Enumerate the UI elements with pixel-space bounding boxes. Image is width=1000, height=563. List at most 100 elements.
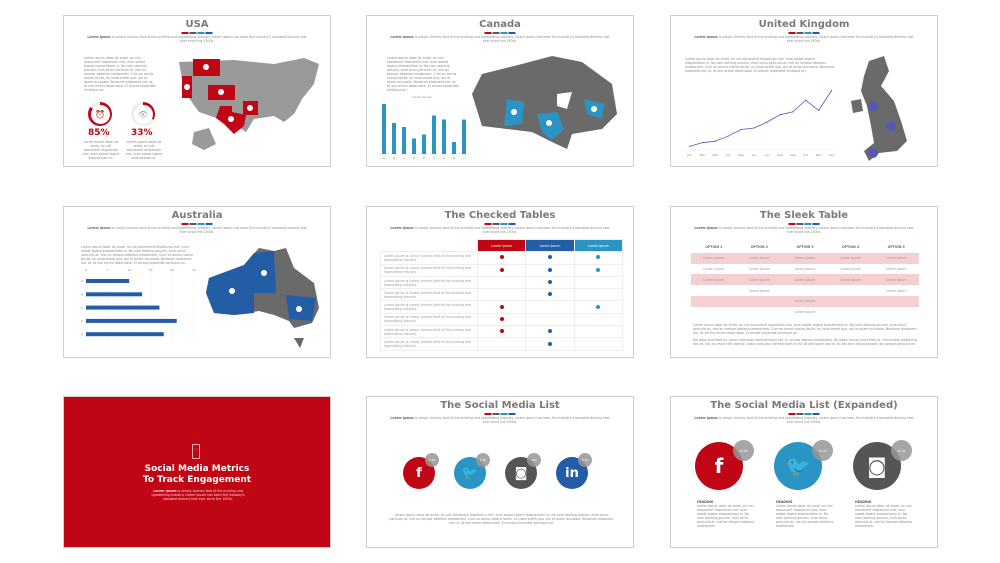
check-dot	[547, 267, 552, 272]
table-row: Lorem Ipsum is simply dummy text of the …	[380, 300, 624, 314]
x-tick-label: Aug	[777, 153, 783, 157]
point-Nov	[818, 109, 820, 111]
x-tick-label: Apr	[726, 153, 732, 157]
row-label: Lorem Ipsum is simply dummy text of the …	[380, 263, 478, 277]
slide-sleek-table[interactable]: The Sleek Table Lorem Ipsum is simply du…	[670, 206, 938, 358]
table-cell: Lorem Ipsum	[703, 277, 725, 282]
social-circle[interactable]: 🐦	[774, 442, 822, 490]
slide-checked-tables[interactable]: The Checked Tables Lorem Ipsum is simply…	[366, 206, 634, 358]
table-cell: Lorem Ipsum	[885, 266, 907, 271]
body-text: Lorem ipsum dolor sit amet, an vixi assu…	[84, 56, 156, 92]
slide-australia[interactable]: Australia Lorem Ipsum is simply dummy te…	[63, 206, 331, 358]
table-cell: Lorem Ipsum	[840, 277, 861, 282]
item-text: Lorem ipsum dolor sit amet, an vixi assu…	[697, 504, 755, 528]
table-cell: Lorem Ipsum	[794, 266, 816, 271]
subtitle: Lorem Ipsum is simply dummy text of the …	[87, 35, 307, 43]
empty-header	[381, 240, 478, 252]
slide-title: United Kingdom	[758, 19, 850, 30]
table-row: Lorem Ipsum is simply dummy text of the …	[380, 251, 624, 265]
table-cell: Lorem Ipsum	[749, 288, 770, 293]
check-cell	[573, 275, 624, 290]
title-accent	[484, 223, 516, 225]
item-text: Lorem ipsum dolor sit amet, an vixi assu…	[776, 504, 834, 528]
bar-C	[402, 127, 406, 154]
body-text: Lorem ipsum dolor sit amet, an vixi assu…	[387, 56, 459, 92]
x-tick-label: Dec	[829, 153, 835, 157]
bar-H	[452, 142, 456, 154]
table-header-row: OPTION 1 OPTION 2 OPTION 3 OPTION 4 OPTION 5	[691, 242, 919, 253]
row-label: Lorem Ipsum is simply dummy text of the …	[380, 337, 478, 351]
x-tick-label: 0	[85, 268, 87, 272]
x-tick-label: D	[413, 156, 416, 160]
bar-D	[86, 318, 177, 323]
column-header: OPTION 4	[842, 245, 860, 250]
bar-E	[422, 134, 426, 154]
bar-F	[432, 115, 436, 154]
social-circle[interactable]: 🐦	[454, 457, 486, 489]
y-tick-label: B	[81, 293, 83, 297]
x-tick-label: 10	[127, 268, 131, 272]
column-header: Lorem Ipsum	[525, 238, 575, 253]
stat-text: Lorem ipsum dolor sit amet, an vixi assu…	[82, 140, 120, 160]
table-cell: Lorem Ipsum	[840, 256, 861, 261]
column-header: OPTION 1	[705, 245, 723, 250]
count-badge: 18.2k	[891, 440, 912, 461]
point-Mar	[714, 140, 716, 142]
x-tick-label: Mar	[712, 153, 718, 157]
table-cell: Lorem Ipsum	[749, 266, 770, 271]
table-cell: Lorem Ipsum	[794, 277, 816, 282]
check-cell	[476, 312, 527, 327]
y-tick-label: A	[81, 279, 84, 283]
title-accent	[181, 32, 213, 34]
table-row: Lorem Ipsum is simply dummy text of the …	[380, 288, 624, 302]
table-header-row: Lorem Ipsum Lorem Ipsum Lorem Ipsum	[381, 238, 624, 253]
subtitle: Lorem Ipsum is simply dummy text of the …	[87, 226, 307, 234]
x-tick-label: G	[443, 156, 446, 160]
point-Jun	[753, 127, 755, 129]
x-tick-label: F	[433, 156, 435, 160]
check-cell	[476, 288, 527, 302]
instagram-icon: ◙	[867, 454, 887, 478]
check-cell	[476, 263, 527, 277]
subtitle: Lorem Ipsum is simply dummy text of the …	[390, 226, 610, 234]
table-row: Lorem Ipsum Lorem Ipsum Lorem Ipsum Lorem I…	[691, 274, 919, 286]
slide-canada[interactable]: Canada Lorem Ipsum is simply dummy text …	[366, 15, 634, 167]
table-cell: Lorem Ipsum	[840, 266, 861, 271]
slide-title: The Sleek Table	[759, 210, 849, 221]
slide-title: USA	[185, 19, 209, 30]
slide-cover[interactable]: ♡ Social Media Metrics To Track Engageme…	[63, 396, 331, 548]
bar-E	[86, 332, 164, 337]
slide-united-kingdom[interactable]: United Kingdom Lorem Ipsum is simply dum…	[670, 15, 938, 167]
column-header: Lorem Ipsum	[573, 238, 624, 253]
check-cell	[525, 325, 575, 339]
count-badge: 31.8k	[733, 440, 754, 461]
check-cell	[476, 275, 527, 290]
linkedin-icon: in	[565, 465, 579, 481]
line-series	[689, 90, 832, 147]
social-circle[interactable]: in	[556, 457, 588, 489]
table-row: Lorem Ipsum is simply dummy text of the …	[380, 263, 624, 277]
subtitle: Lorem Ipsum is simply dummy text of the …	[694, 35, 914, 43]
slide-social-media-list-expanded[interactable]: The Social Media List (Expanded) Lorem I…	[670, 396, 938, 548]
check-cell	[573, 263, 624, 277]
point-May	[740, 128, 742, 131]
body-text: Rei quas ocurreret ex, amet commodo repr…	[693, 338, 918, 346]
stat-value: 85%	[88, 128, 110, 138]
slide-social-media-list[interactable]: The Social Media List Lorem Ipsum is sim…	[366, 396, 634, 548]
table-row: Lorem Ipsum Lorem Ipsum Lorem Ipsum Lorem I…	[691, 264, 919, 275]
check-dot	[596, 267, 601, 272]
table-cell: Lorem Ipsum	[885, 277, 907, 282]
count-badge: 5.8k	[476, 453, 490, 467]
social-circle[interactable]: ◙	[853, 442, 901, 490]
check-cell	[573, 337, 624, 351]
check-cell	[525, 300, 575, 314]
column-header: OPTION 5	[887, 245, 905, 250]
subtitle: Lorem Ipsum is simply dummy text of the …	[694, 416, 914, 424]
check-dot	[499, 267, 504, 272]
body-text: Lorem ipsum dolor sit amet, an vixi assu…	[81, 245, 193, 265]
progress-ring-33: 👁	[131, 102, 155, 126]
point-Aug	[779, 114, 781, 116]
slide-usa[interactable]: USA Lorem Ipsum is simply dummy text of …	[63, 15, 331, 167]
bar-B	[86, 292, 143, 297]
y-tick-label: E	[81, 332, 83, 336]
